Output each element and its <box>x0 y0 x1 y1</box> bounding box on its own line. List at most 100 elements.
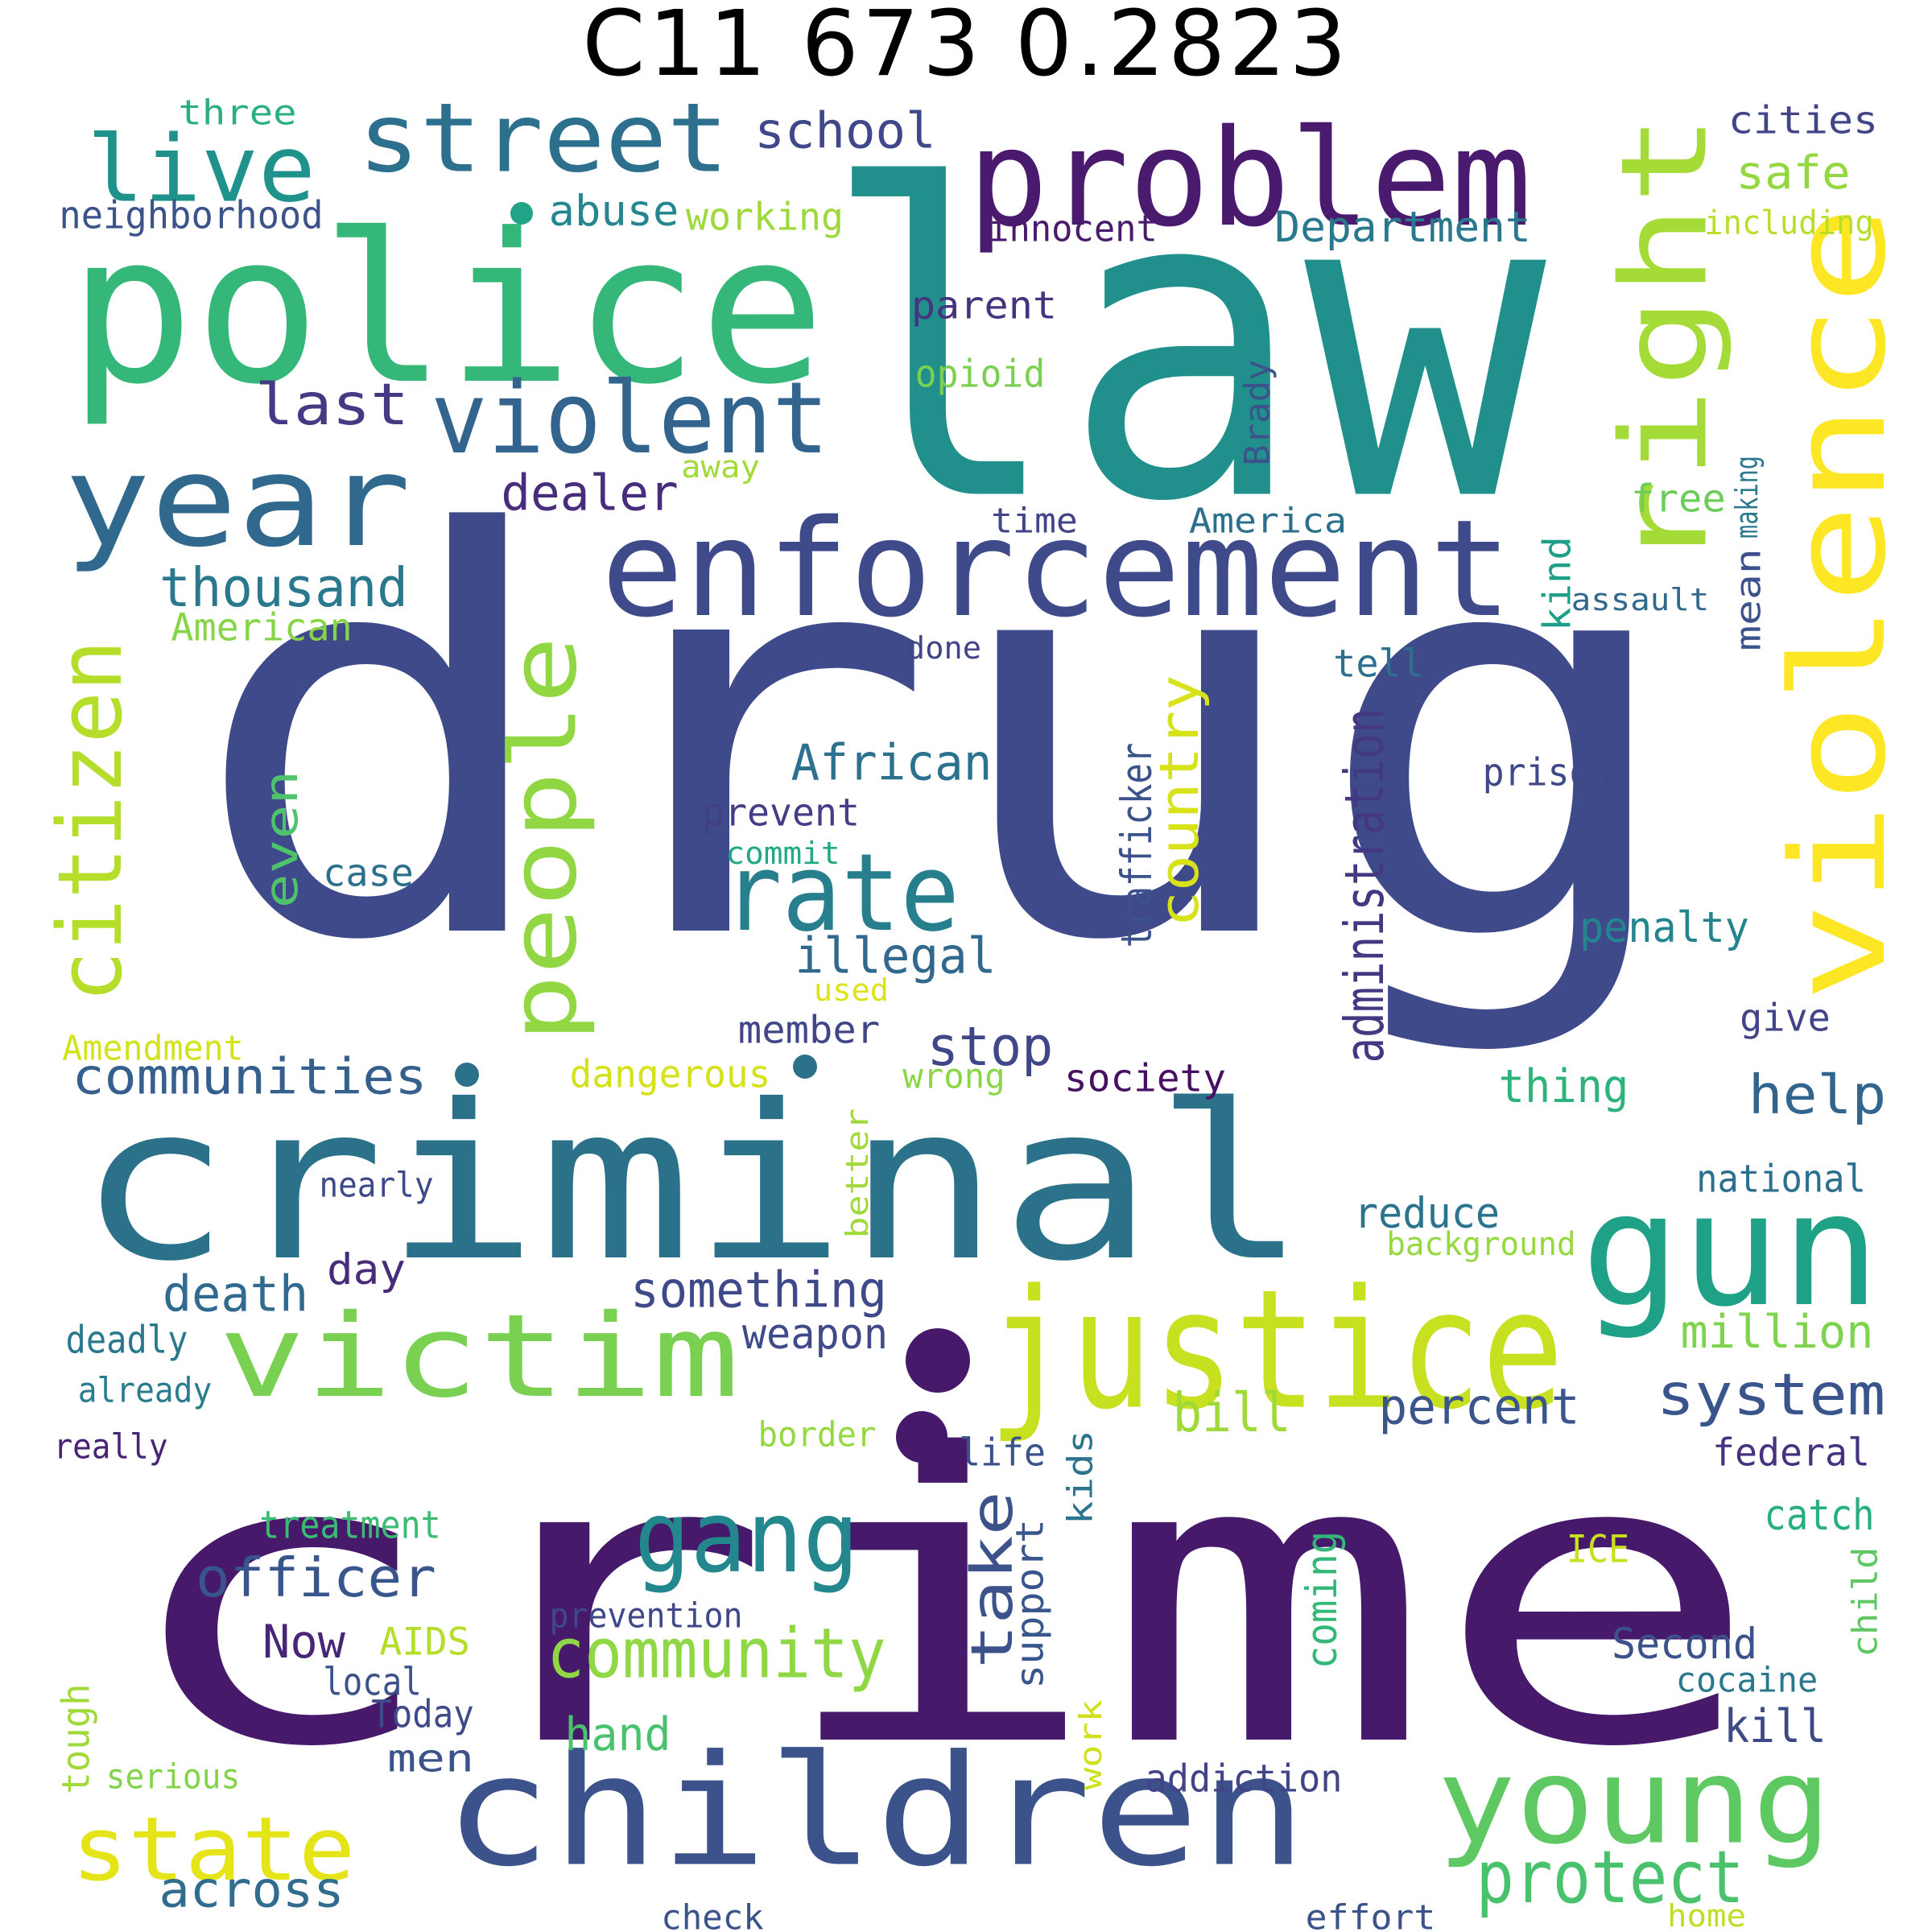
word-tough: tough <box>55 1683 99 1794</box>
word-justice: justice <box>988 1255 1563 1447</box>
word-prevent: prevent <box>702 791 860 836</box>
word-time: time <box>991 502 1078 542</box>
word-gun: gun <box>1581 1158 1880 1341</box>
word-violent: violent <box>431 361 829 477</box>
word-today: Today <box>371 1693 473 1737</box>
cloud-title: C11 673 0.2823 <box>582 0 1350 97</box>
word-violence: violence <box>1764 205 1915 1002</box>
word-illegal: illegal <box>795 927 997 985</box>
word-aids: AIDS <box>379 1620 470 1665</box>
word-neighborhood: neighborhood <box>59 194 323 238</box>
word-free: free <box>1631 477 1726 522</box>
word-dangerous: dangerous <box>570 1053 771 1097</box>
word-treatment: treatment <box>259 1504 440 1548</box>
word-commit: commit <box>725 836 840 871</box>
word-federal: federal <box>1712 1431 1870 1476</box>
word-penalty: penalty <box>1579 903 1749 952</box>
word-wrong: wrong <box>902 1057 1005 1097</box>
word-making: making <box>1729 456 1765 539</box>
word-mean: mean <box>1729 548 1769 650</box>
word-trafficker: trafficker <box>1113 743 1162 948</box>
word-gang: gang <box>634 1480 859 1596</box>
word-ice: ICE <box>1567 1528 1629 1572</box>
word-kids: kids <box>1061 1430 1101 1525</box>
word-million: million <box>1680 1306 1873 1359</box>
word-enforcement: enforcement <box>601 492 1513 647</box>
word-dealer: dealer <box>501 464 679 522</box>
word-already: already <box>78 1371 213 1411</box>
word-assault: assault <box>1571 582 1710 617</box>
word-officer: officer <box>196 1546 436 1609</box>
word-live: live <box>87 116 316 223</box>
word-addiction: addiction <box>1146 1757 1343 1802</box>
word-child: child <box>1846 1546 1886 1657</box>
word-take: take <box>959 1491 1026 1669</box>
word-better: better <box>840 1108 875 1239</box>
word-kind: kind <box>1536 536 1580 631</box>
word-cocaine: cocaine <box>1676 1661 1818 1701</box>
word-abuse: abuse <box>549 187 679 236</box>
word-catch: catch <box>1764 1491 1874 1540</box>
word-something: something <box>630 1261 887 1319</box>
word-system: system <box>1657 1361 1885 1428</box>
word-effort: effort <box>1306 1898 1436 1932</box>
word-african: African <box>791 734 993 792</box>
word-children: children <box>444 1723 1307 1901</box>
word-across: across <box>159 1861 344 1919</box>
word-away: away <box>681 449 760 485</box>
word-community: community <box>547 1615 886 1695</box>
word-death: death <box>163 1265 308 1323</box>
word-nearly: nearly <box>319 1166 433 1206</box>
word-innocent: innocent <box>988 208 1158 250</box>
word-society: society <box>1064 1057 1226 1101</box>
word-border: border <box>758 1415 877 1455</box>
dot-glyph <box>510 202 533 225</box>
word-member: member <box>738 1009 880 1053</box>
word-cities: cities <box>1728 99 1878 143</box>
word-background: background <box>1386 1226 1575 1263</box>
word-safe: safe <box>1736 147 1850 200</box>
word-give: give <box>1740 997 1831 1041</box>
word-criminal: criminal <box>77 1059 1308 1308</box>
word-life: life <box>959 1431 1046 1476</box>
word-work: work <box>1073 1699 1108 1790</box>
word-law: law <box>820 97 1549 596</box>
word-amendment: Amendment <box>62 1029 243 1069</box>
word-including: including <box>1704 204 1874 242</box>
word-stop: stop <box>927 1015 1054 1078</box>
word-protect: protect <box>1476 1835 1744 1920</box>
word-school: school <box>754 102 935 160</box>
word-citizen: citizen <box>39 640 142 1003</box>
word-year: year <box>64 427 411 575</box>
word-thing: thing <box>1499 1060 1629 1113</box>
word-three: three <box>179 93 297 134</box>
word-young: young <box>1437 1732 1831 1871</box>
word-thousand: thousand <box>159 556 408 619</box>
word-brady: Brady <box>1238 359 1278 465</box>
word-reduce: reduce <box>1354 1189 1500 1238</box>
word-support: support <box>1009 1519 1053 1689</box>
word-home: home <box>1667 1898 1746 1932</box>
dot-glyph <box>793 1055 817 1079</box>
word-check: check <box>661 1898 764 1932</box>
word-drug: drug <box>188 420 1687 1061</box>
word-bill: bill <box>1173 1381 1291 1444</box>
word-even: even <box>255 770 308 909</box>
dot-glyph <box>906 1328 970 1393</box>
word-help: help <box>1748 1063 1887 1126</box>
word-percent: percent <box>1379 1378 1580 1436</box>
word-men: men <box>387 1737 474 1781</box>
word-deadly: deadly <box>66 1319 188 1363</box>
word-done: done <box>906 630 981 666</box>
word-second: Second <box>1612 1620 1757 1669</box>
word-prison: prison <box>1483 751 1613 795</box>
word-american: American <box>171 606 352 650</box>
word-department: Department <box>1274 203 1531 252</box>
word-weapon: weapon <box>742 1310 888 1359</box>
word-local: local <box>323 1661 422 1705</box>
word-working: working <box>686 196 844 240</box>
word-problem: problem <box>968 101 1532 257</box>
word-right: right <box>1596 114 1734 571</box>
word-prevention: prevention <box>549 1596 742 1637</box>
